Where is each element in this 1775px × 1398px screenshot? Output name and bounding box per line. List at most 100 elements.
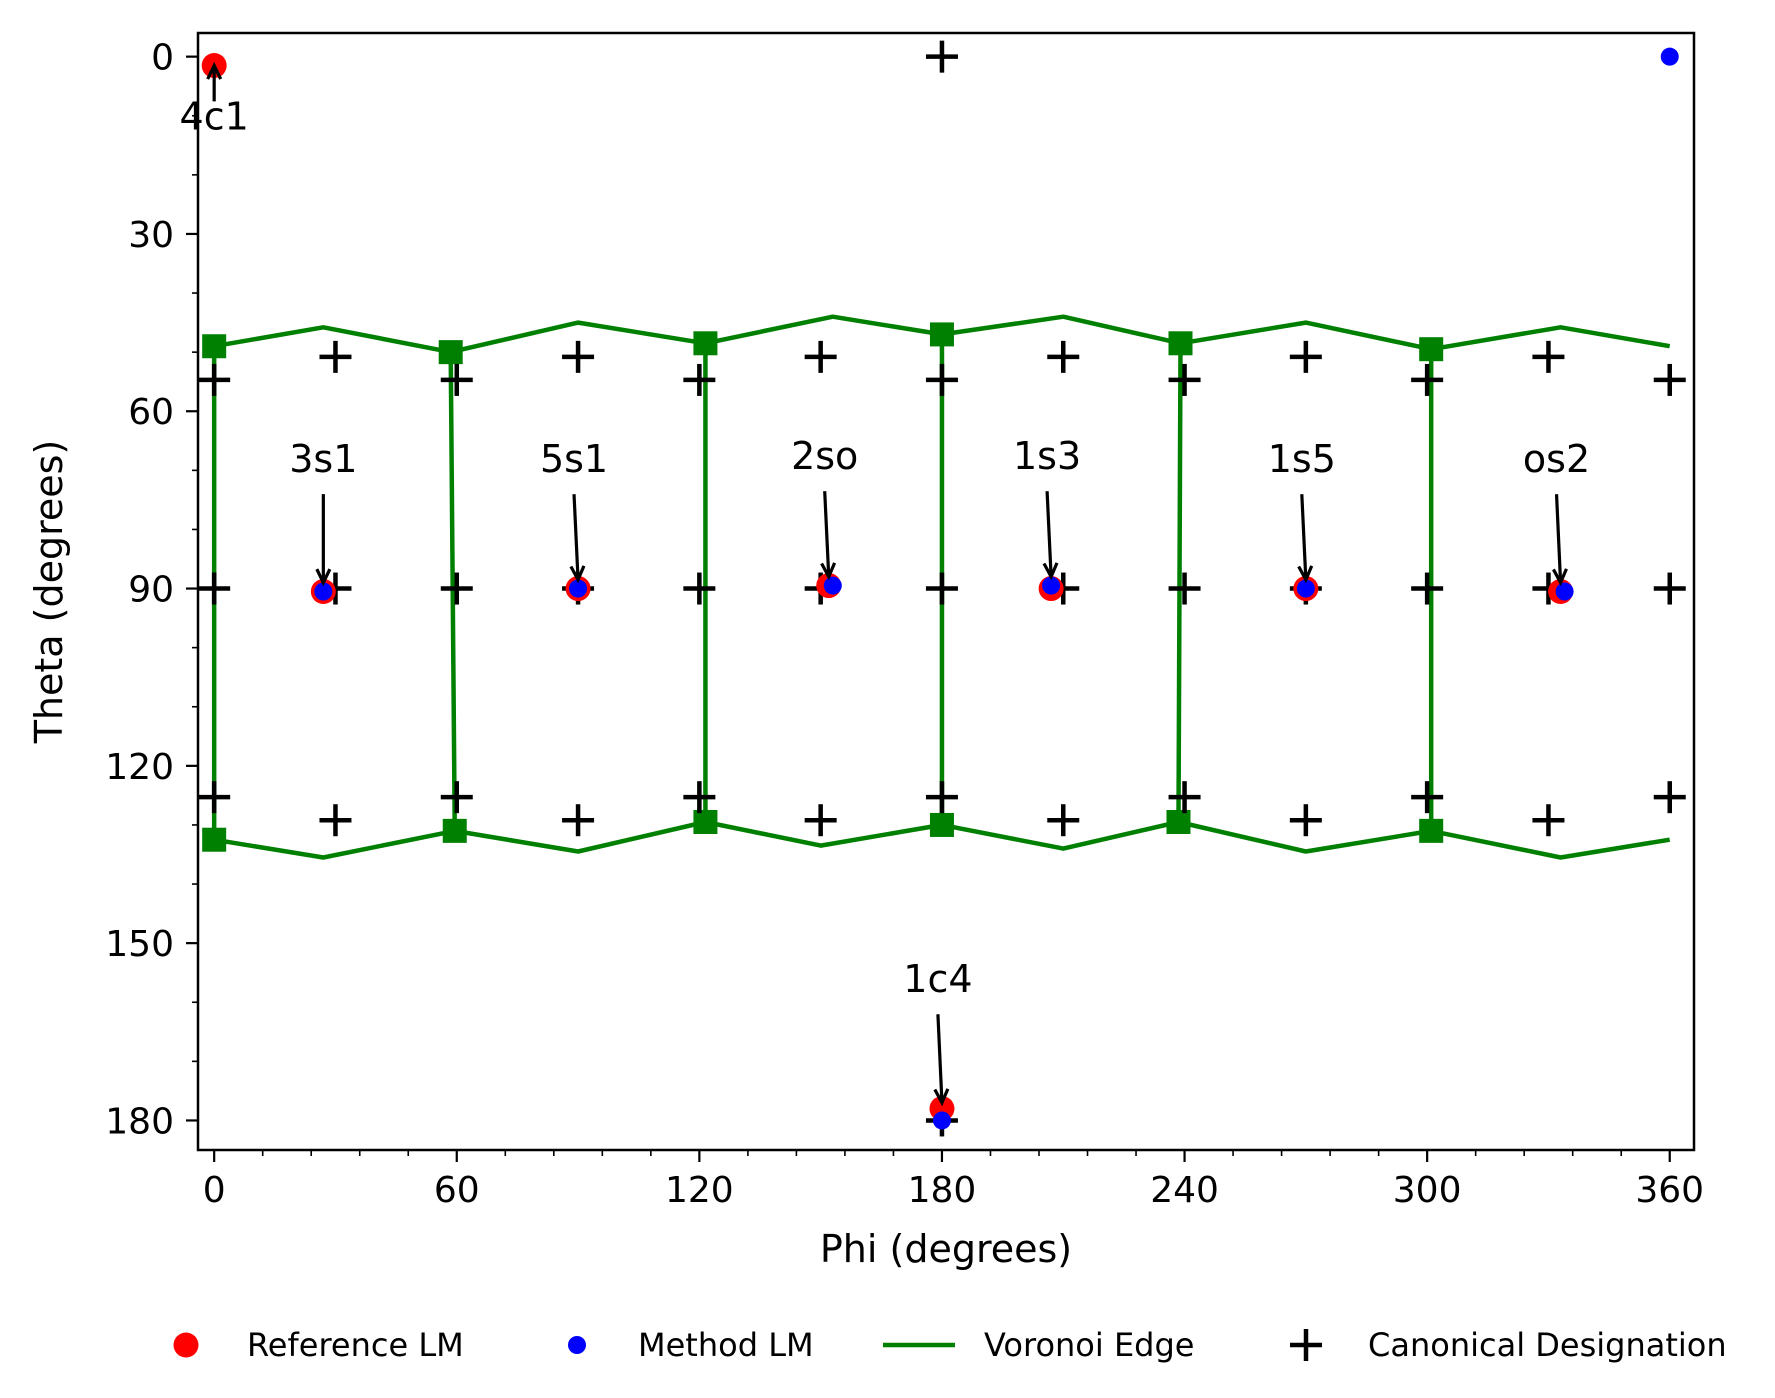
y-tick-label: 0 [151, 38, 174, 79]
canonical-marker [1289, 340, 1322, 373]
voronoi-vertex [1168, 331, 1193, 356]
canonical-marker [1411, 363, 1444, 396]
voronoi-vertex [1419, 337, 1444, 362]
annotation-label: 3s1 [289, 437, 357, 481]
method-points [314, 47, 1679, 1130]
method-point [314, 582, 333, 601]
voronoi-vertex [1419, 818, 1444, 843]
x-tick-label: 180 [908, 1170, 977, 1211]
method-point [1296, 579, 1315, 598]
method-point [1555, 582, 1574, 601]
method-point [932, 1111, 951, 1130]
canonical-marker [925, 40, 958, 73]
canonical-marker [562, 804, 595, 837]
canonical-marker [1653, 781, 1686, 814]
legend-label-canonical: Canonical Designation [1368, 1326, 1727, 1364]
annotation-label: 5s1 [540, 437, 608, 481]
annotation-arrow-shaft [1554, 494, 1563, 583]
canonical-marker [440, 781, 473, 814]
canonical-marker [683, 363, 716, 396]
voronoi-edge-vertical [1176, 343, 1183, 823]
canonical-marker [1653, 572, 1686, 605]
canonical-marker [1653, 363, 1686, 396]
voronoi-vertex [202, 334, 227, 359]
y-tick-label: 180 [105, 1101, 174, 1142]
annotation-arrow-head [569, 565, 586, 584]
canonical-marker [1047, 340, 1080, 373]
voronoi-edge-vertical [448, 352, 457, 831]
method-point [823, 576, 842, 595]
canonical-marker [319, 340, 352, 373]
method-point [1042, 576, 1061, 595]
annotation-arrow-shaft [823, 491, 831, 577]
legend-label-voronoi: Voronoi Edge [984, 1326, 1194, 1364]
canonical-marker [198, 572, 231, 605]
annotation-arrow-shaft [1300, 494, 1308, 580]
canonical-marker [1411, 781, 1444, 814]
canonical-marker [562, 340, 595, 373]
y-axis-label: Theta (degrees) [27, 440, 71, 745]
canonical-marker [925, 363, 958, 396]
canonical-marker [1168, 363, 1201, 396]
legend: Reference LM Method LM Voronoi Edge Canonic… [173, 1326, 1727, 1364]
legend-marker-reference [173, 1332, 199, 1358]
legend-marker-method [568, 1336, 586, 1354]
y-tick-label: 90 [128, 570, 174, 611]
annotation-arrow-head [206, 61, 223, 80]
y-tick-label: 30 [128, 215, 174, 256]
voronoi-vertex [693, 809, 718, 834]
annotation-arrow-head [1042, 562, 1059, 581]
plot-frame [196, 31, 1696, 1152]
x-tick-label: 240 [1150, 1170, 1219, 1211]
canonical-marker [1168, 572, 1201, 605]
annotation-arrow-shaft [572, 494, 580, 580]
voronoi-vertex [929, 812, 954, 837]
annotation-arrow-head [933, 1088, 950, 1107]
canonical-marker [319, 804, 352, 837]
annotation-arrow-shaft [936, 1014, 944, 1103]
legend-label-method: Method LM [638, 1326, 814, 1364]
canonical-marker [1289, 804, 1322, 837]
canonical-marker [683, 781, 716, 814]
canonical-marker [683, 572, 716, 605]
canonical-marker [440, 572, 473, 605]
annotation-label: 4c1 [180, 94, 249, 138]
annotation-label: 2so [791, 434, 858, 478]
legend-marker-canonical [1290, 1329, 1322, 1361]
canonical-marker [1411, 572, 1444, 605]
annotation-label: 1s5 [1268, 437, 1336, 481]
y-tick-label: 150 [105, 924, 174, 965]
x-tick-label: 0 [203, 1170, 226, 1211]
voronoi-vertex [693, 331, 718, 356]
canonical-marker [1047, 804, 1080, 837]
voronoi-vertex [202, 827, 227, 852]
x-tick-label: 60 [434, 1170, 480, 1211]
canonical-marker [804, 340, 837, 373]
voronoi-vertex [438, 340, 463, 365]
annotations: 4c1 3s1 5s1 2so 1s3 1s5 os2 1c4 [180, 61, 1590, 1107]
annotation-label: os2 [1523, 437, 1590, 481]
canonical-marker [1532, 340, 1565, 373]
canonical-marker [198, 363, 231, 396]
method-point [569, 579, 588, 598]
axes: 0 60 120 180 240 300 360 0 30 60 90 120 150 180 Phi (d… [27, 31, 1704, 1271]
y-tick-label: 60 [128, 392, 174, 433]
canonical-marker [804, 804, 837, 837]
annotation-label: 1s3 [1013, 434, 1081, 478]
annotation-arrow-head [315, 568, 332, 587]
annotation-arrow-head [1297, 565, 1314, 584]
canonical-marker [440, 363, 473, 396]
annotation-arrow-head [820, 562, 837, 581]
voronoi-vertex [1166, 809, 1191, 834]
annotation-arrow-shaft [1045, 491, 1053, 577]
canonical-marker [925, 781, 958, 814]
legend-label-reference: Reference LM [247, 1326, 464, 1364]
method-point [1660, 47, 1679, 66]
voronoi-vertex [929, 322, 954, 347]
canonical-marker [198, 781, 231, 814]
voronoi-vertex [442, 818, 467, 843]
x-tick-label: 300 [1393, 1170, 1462, 1211]
annotation-arrow-head [1552, 568, 1568, 587]
annotation-label: 1c4 [903, 957, 972, 1001]
